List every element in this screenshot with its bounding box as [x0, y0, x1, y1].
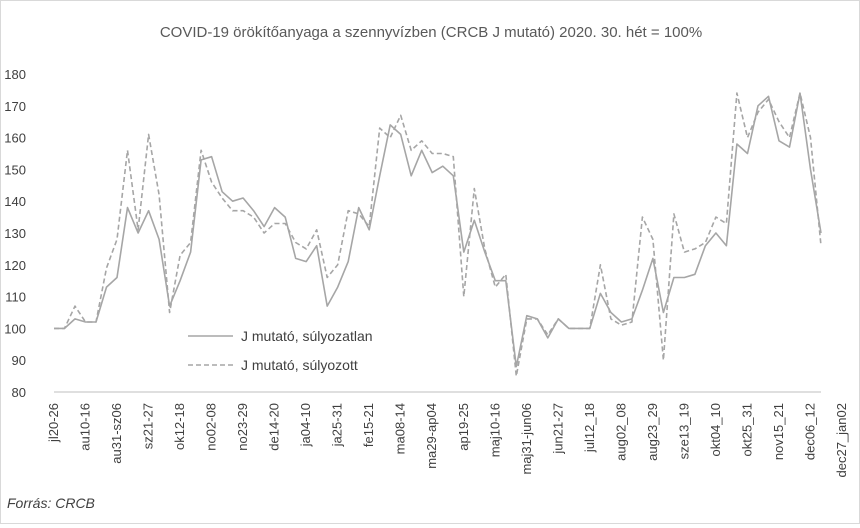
- x-tick-label: ja04-10: [298, 403, 313, 447]
- y-tick-label: 150: [4, 162, 26, 177]
- x-tick-label: dec06_12: [802, 403, 817, 460]
- plot-area: [54, 92, 822, 377]
- x-tick-label: okt04_10: [708, 403, 723, 457]
- legend-label-1: J mutató, súlyozatlan: [241, 328, 373, 344]
- y-tick-label: 80: [12, 385, 26, 400]
- x-tick-label: sz21-27: [141, 403, 156, 449]
- y-tick-label: 130: [4, 226, 26, 241]
- x-tick-label: aug23_29: [645, 403, 660, 461]
- x-tick-label: sze13_19: [676, 403, 691, 459]
- x-tick-label: no02-08: [204, 403, 219, 451]
- x-tick-label: fe15-21: [361, 403, 376, 447]
- y-tick-label: 90: [12, 353, 26, 368]
- legend: J mutató, súlyozatlan J mutató, súlyozott: [188, 328, 373, 373]
- x-tick-label: jun21-27: [550, 403, 565, 455]
- x-tick-label: au31-sz06: [109, 403, 124, 464]
- y-tick-label: 160: [4, 131, 26, 146]
- x-tick-label: maj10-16: [487, 403, 502, 457]
- x-tick-label: dec27_jan02: [834, 403, 849, 477]
- x-tick-label: no23-29: [235, 403, 250, 451]
- x-tick-label: nov15_21: [771, 403, 786, 460]
- x-tick-label: ap19-25: [456, 403, 471, 451]
- x-tick-label: jl20-26: [46, 403, 61, 443]
- x-tick-label: ma29-ap04: [424, 403, 439, 469]
- x-tick-label: maj31-jun06: [519, 403, 534, 475]
- x-tick-label: de14-20: [267, 403, 282, 451]
- x-tick-label: jul12_18: [582, 403, 597, 453]
- y-tick-label: 170: [4, 99, 26, 114]
- source-note: Forrás: CRCB: [7, 495, 95, 511]
- x-tick-label: okt25_31: [739, 403, 754, 457]
- y-axis: 80 90 100 110 120 130 140 150 160 170 180: [4, 67, 26, 400]
- x-tick-label: ok12-18: [172, 403, 187, 450]
- y-tick-label: 180: [4, 67, 26, 82]
- series-line-2: [54, 92, 822, 377]
- x-tick-label: au10-16: [78, 403, 93, 451]
- x-tick-label: ma08-14: [393, 403, 408, 454]
- chart-title: COVID-19 örökítőanyaga a szennyvízben (C…: [160, 24, 702, 41]
- x-tick-label: aug02_08: [613, 403, 628, 461]
- y-tick-label: 140: [4, 194, 26, 209]
- series-line-1: [54, 92, 822, 368]
- y-tick-label: 110: [5, 290, 26, 305]
- y-tick-label: 120: [4, 258, 26, 273]
- y-tick-label: 100: [4, 321, 26, 336]
- x-axis: jl20-26 au10-16 au31-sz06 sz21-27 ok12-18 no0…: [46, 391, 849, 477]
- x-tick-label: ja25-31: [330, 403, 345, 447]
- legend-label-2: J mutató, súlyozott: [241, 357, 358, 373]
